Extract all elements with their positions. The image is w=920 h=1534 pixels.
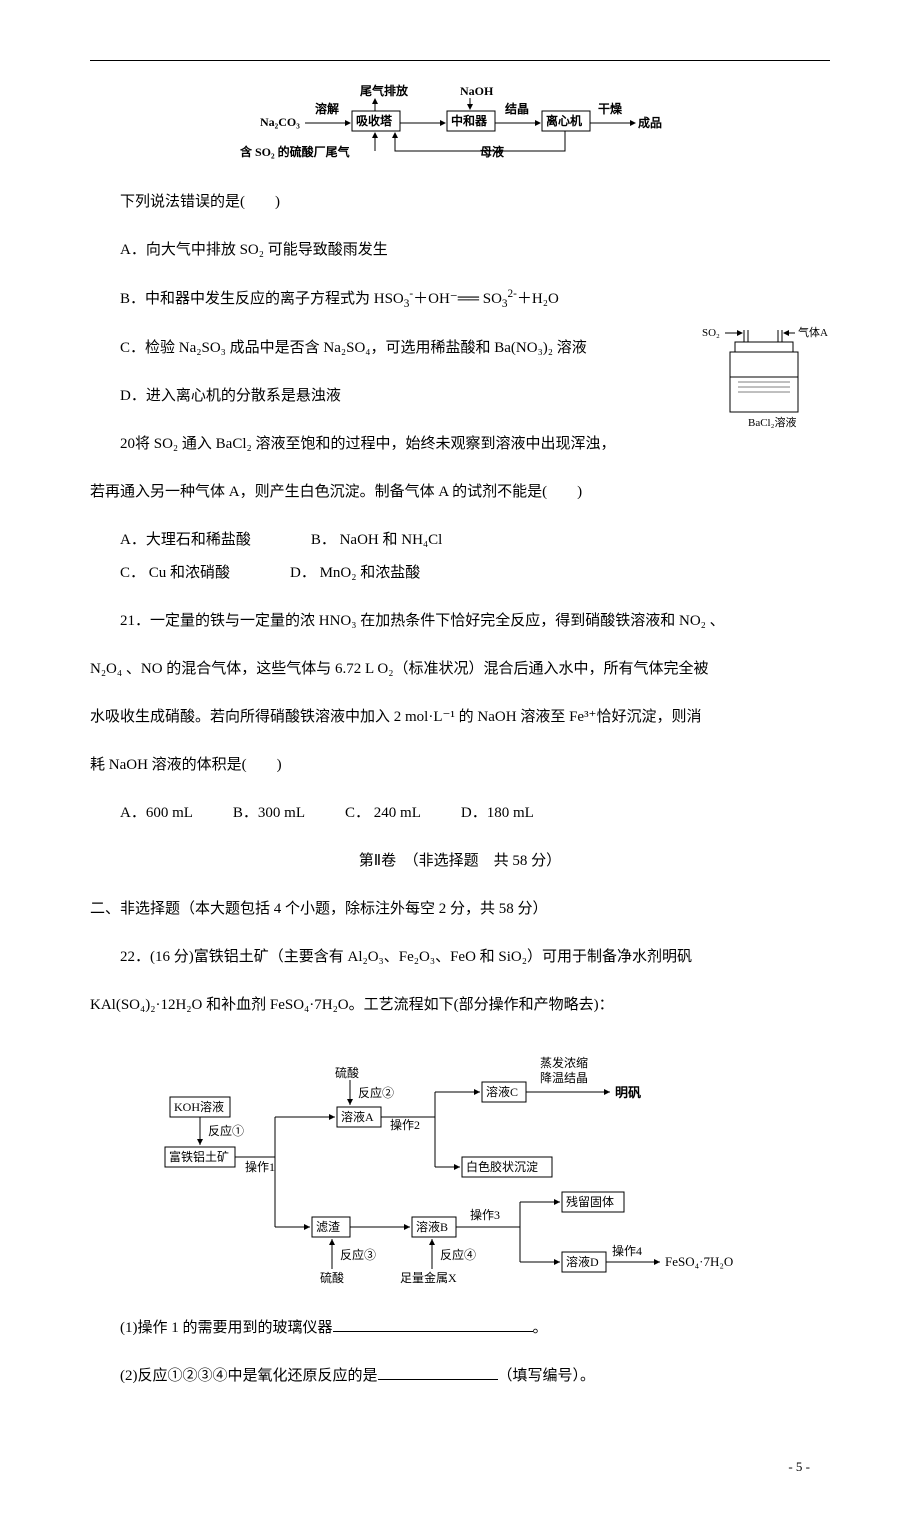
f2-r3: 反应③ <box>340 1247 376 1262</box>
flow1-absorb: 吸收塔 <box>356 113 393 128</box>
q21-l4: 耗 NaOH 溶液的体积是( ) <box>90 749 830 782</box>
f2-solB: 溶液B <box>416 1219 448 1234</box>
f2-h2so4t: 硫酸 <box>335 1065 359 1080</box>
q20-a: A．大理石和稀盐酸 <box>120 524 251 557</box>
q21-l1: 21．一定量的铁与一定量的浓 HNO₃ 在加热条件下恰好完全反应，得到硝酸铁溶液… <box>90 605 830 638</box>
blank-1[interactable] <box>333 1316 533 1332</box>
f2-ressolid: 残留固体 <box>566 1195 614 1209</box>
q20-choices-row2: C． Cu 和浓硝酸 D． MnO₂ 和浓盐酸 <box>90 557 830 590</box>
flow1-dissolve: 溶解 <box>315 101 339 116</box>
opt-b: B．中和器中发生反应的离子方程式为 HSO3-＋OH⁻══ SO32-＋H₂O <box>90 282 830 317</box>
q20-choices-row1: A．大理石和稀盐酸 B． NaOH 和 NH₄Cl <box>90 524 830 557</box>
q21-choices: A．600 mL B．300 mL C． 240 mL D．180 mL <box>90 797 830 830</box>
q22-1: (1)操作 1 的需要用到的玻璃仪器。 <box>90 1312 830 1345</box>
f2-op2: 操作2 <box>390 1117 420 1132</box>
q22-2: (2)反应①②③④中是氧化还原反应的是（填写编号）。 <box>90 1360 830 1393</box>
flow1-dry: 干燥 <box>598 101 623 116</box>
flask-bacl2: BaCl₂溶液 <box>748 415 796 429</box>
q20-b: B． NaOH 和 NH₄Cl <box>311 524 442 557</box>
f2-white: 白色胶状沉淀 <box>466 1159 538 1174</box>
f2-alum: 明矾 <box>615 1085 641 1100</box>
flask-so2: SO₂ <box>702 327 720 339</box>
q22-l1: 22．(16 分)富铁铝土矿（主要含有 Al₂O₃、Fe₂O₃、FeO 和 Si… <box>90 941 830 974</box>
flask-gasa: 气体A <box>798 325 828 339</box>
q21-l2: N₂O₄ 、NO 的混合气体，这些气体与 6.72 L O₂（标准状况）混合后通… <box>90 653 830 686</box>
f2-solC: 溶液C <box>486 1084 518 1099</box>
flow1-product: 成品 <box>638 115 662 130</box>
page-number: - 5 - <box>90 1453 830 1482</box>
f2-r2: 反应② <box>358 1085 394 1100</box>
flow1-na2co3: Na₂CO₃ <box>260 115 300 129</box>
q20-line2: 若再通入另一种气体 A，则产生白色沉淀。制备气体 A 的试剂不能是( ) <box>90 476 830 509</box>
f2-resliq: 滤渣 <box>316 1220 340 1234</box>
f2-r1: 反应① <box>208 1123 244 1138</box>
f2-solA: 溶液A <box>341 1109 374 1124</box>
flow1-tailout: 尾气排放 <box>360 83 409 98</box>
flow1-cent: 离心机 <box>546 113 582 128</box>
top-rule <box>90 60 830 61</box>
flow1-naoh: NaOH <box>460 84 494 98</box>
q21-l3: 水吸收生成硝酸。若向所得硝酸铁溶液中加入 2 mol·L⁻¹ 的 NaOH 溶液… <box>90 701 830 734</box>
f2-ore: 富铁铝土矿 <box>169 1149 229 1164</box>
q21-c: C． 240 mL <box>345 797 421 830</box>
f2-op4: 操作4 <box>612 1243 642 1258</box>
part2-title: 第Ⅱ卷 （非选择题 共 58 分） <box>90 845 830 878</box>
f2-feso4: FeSO₄·7H₂O <box>665 1254 733 1269</box>
q21-a: A．600 mL <box>120 797 193 830</box>
f2-r4: 反应④ <box>440 1247 476 1262</box>
flow1-tailin: 含 SO₂ 的硫酸厂尾气 <box>240 144 350 159</box>
flask-diagram: SO₂ 气体A BaCl₂溶液 <box>700 322 830 442</box>
part2-sub: 二、非选择题（本大题包括 4 个小题，除标注外每空 2 分，共 58 分） <box>90 893 830 926</box>
blank-2[interactable] <box>378 1364 498 1380</box>
f2-cool: 降温结晶 <box>540 1071 588 1085</box>
f2-op3: 操作3 <box>470 1207 500 1222</box>
q21-b: B．300 mL <box>233 797 305 830</box>
f2-metalX: 足量金属X <box>400 1270 457 1285</box>
flow1-cryst: 结晶 <box>505 101 529 116</box>
f2-h2so4b: 硫酸 <box>320 1270 344 1285</box>
q20-c: C． Cu 和浓硝酸 <box>120 557 230 590</box>
f2-solD: 溶液D <box>566 1254 599 1269</box>
q21-d: D．180 mL <box>461 797 534 830</box>
f2-op1: 操作1 <box>245 1159 275 1174</box>
f2-koh: KOH溶液 <box>174 1099 224 1114</box>
opt-a: A．向大气中排放 SO₂ 可能导致酸雨发生 <box>90 234 830 267</box>
q20-d: D． MnO₂ 和浓盐酸 <box>290 557 420 590</box>
flow-diagram-2: KOH溶液 反应① 富铁铝土矿 操作1 硫酸 反应② 溶液A 操作2 溶液C 蒸… <box>160 1037 760 1297</box>
q-intro: 下列说法错误的是( ) <box>90 186 830 219</box>
flow1-neut: 中和器 <box>451 113 488 128</box>
f2-evap: 蒸发浓缩 <box>540 1055 588 1070</box>
q22-l2: KAl(SO₄)₂·12H₂O 和补血剂 FeSO₄·7H₂O。工艺流程如下(部… <box>90 989 830 1022</box>
flow-diagram-1: Na₂CO₃ 溶解 吸收塔 尾气排放 含 SO₂ 的硫酸厂尾气 中和器 NaOH… <box>220 81 700 171</box>
